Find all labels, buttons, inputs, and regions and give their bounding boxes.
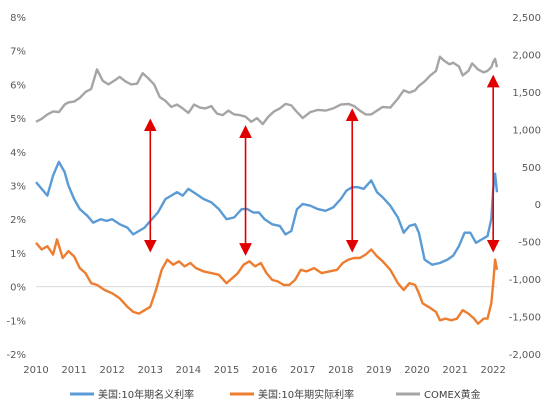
legend-label-nominal-rate: 美国:10年期名义利率 [98, 388, 194, 401]
legend-item-gold: COMEX黄金 [396, 388, 481, 401]
left-tick-label: 3% [10, 182, 26, 193]
left-tick-label: 6% [10, 80, 26, 91]
series-lines [35, 55, 499, 325]
x-tick-label: 2015 [214, 365, 239, 376]
left-tick-label: 0% [10, 283, 26, 294]
right-axis-ticks: 2,500 2,000 1,500 1,000 500 0 -500 -1,000 -1,500… [509, 13, 541, 361]
x-tick-label: 2011 [61, 365, 86, 376]
x-tick-label: 2020 [404, 365, 429, 376]
right-tick-label: 2,500 [512, 13, 541, 24]
series-line-real-rate [35, 238, 499, 325]
x-axis-ticks: 2010 2011 2012 2013 2014 2015 2016 2017 2018 2019… [23, 365, 506, 376]
x-tick-label: 2018 [328, 365, 353, 376]
left-tick-label: 1% [10, 249, 26, 260]
left-tick-label: 4% [10, 148, 26, 159]
x-tick-label: 2013 [138, 365, 163, 376]
x-tick-label: 2010 [23, 365, 48, 376]
legend-item-real-rate: 美国:10年期实际利率 [230, 388, 354, 401]
x-tick-label: 2012 [99, 365, 124, 376]
x-tick-label: 2022 [480, 365, 505, 376]
right-tick-label: -1,500 [509, 313, 541, 324]
x-tick-label: 2014 [176, 365, 201, 376]
right-tick-label: -1,000 [509, 275, 541, 286]
right-tick-label: -500 [518, 238, 541, 249]
legend-item-nominal-rate: 美国:10年期名义利率 [70, 388, 194, 401]
x-tick-label: 2017 [290, 365, 315, 376]
series-line-nominal-rate [35, 160, 499, 266]
left-tick-label: 7% [10, 47, 26, 58]
left-tick-label: -2% [7, 350, 26, 361]
right-tick-label: 0 [535, 200, 541, 211]
x-tick-label: 2016 [252, 365, 277, 376]
left-tick-label: -1% [7, 316, 26, 327]
legend-label-real-rate: 美国:10年期实际利率 [258, 388, 354, 401]
series-line-gold [35, 55, 499, 126]
x-tick-label: 2021 [442, 365, 467, 376]
left-tick-label: 2% [10, 215, 26, 226]
left-tick-label: 8% [10, 13, 26, 24]
right-tick-label: 1,500 [512, 88, 541, 99]
right-tick-label: -2,000 [509, 350, 541, 361]
annotation-arrows [143, 74, 500, 256]
chart-legend: 美国:10年期名义利率 美国:10年期实际利率 COMEX黄金 [70, 388, 481, 401]
right-tick-label: 500 [522, 163, 541, 174]
left-tick-label: 5% [10, 114, 26, 125]
legend-label-gold: COMEX黄金 [424, 388, 481, 401]
left-axis-ticks: 8% 7% 6% 5% 4% 3% 2% 1% 0% -1% -2% [7, 13, 26, 361]
right-tick-label: 2,000 [512, 50, 541, 61]
right-tick-label: 1,000 [512, 125, 541, 136]
x-tick-label: 2019 [366, 365, 391, 376]
